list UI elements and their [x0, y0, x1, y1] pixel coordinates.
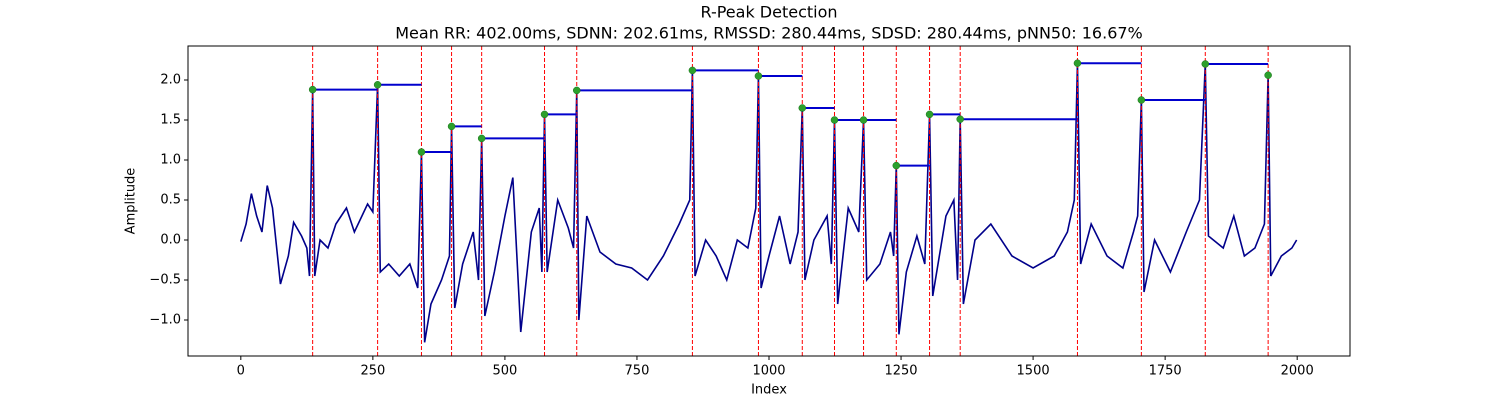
peak-point: [956, 115, 964, 123]
peak-point: [373, 81, 382, 89]
peak-point: [417, 148, 426, 156]
chart-subtitle: Mean RR: 402.00ms, SDNN: 202.61ms, RMSSD…: [395, 24, 1143, 43]
x-tick-label: 0: [237, 364, 245, 379]
plot-frame: [187, 45, 1351, 357]
peak-point: [572, 86, 581, 95]
peak-point: [1201, 60, 1210, 68]
peak-point: [754, 72, 763, 80]
x-tick-label: 500: [492, 364, 517, 379]
y-tick-label: −0.5: [149, 273, 181, 288]
peak-point: [447, 122, 456, 131]
x-axis-label: Index: [751, 383, 787, 398]
y-tick-label: 1.5: [160, 113, 181, 128]
peak-point: [925, 110, 934, 119]
chart-title: R-Peak Detection: [700, 3, 837, 22]
x-tick-label: 1750: [1149, 364, 1182, 379]
y-axis-label: Amplitude: [124, 168, 139, 235]
x-tick-label: 2000: [1281, 364, 1314, 379]
x-tick-label: 1000: [752, 364, 785, 379]
peak-point: [1264, 71, 1272, 79]
peak-point: [540, 110, 549, 119]
peak-point: [830, 116, 839, 124]
peak-point: [1073, 59, 1082, 67]
x-tick-label: 1250: [884, 364, 917, 379]
x-tick-label: 1500: [1017, 364, 1050, 379]
peak-point: [477, 134, 486, 143]
peak-point: [892, 161, 901, 170]
peak-point: [308, 85, 317, 94]
signal-line: [240, 63, 1298, 343]
x-tick-label: 750: [625, 364, 650, 379]
x-tick-label: 250: [360, 364, 385, 379]
peak-point: [798, 104, 807, 112]
peak-point: [1137, 96, 1146, 104]
peak-point: [859, 116, 868, 124]
y-tick-label: 0.5: [160, 193, 181, 208]
y-tick-label: −1.0: [149, 313, 181, 328]
peak-point: [688, 66, 697, 75]
y-tick-label: 0.0: [160, 233, 181, 248]
y-tick-label: 1.0: [160, 153, 181, 168]
y-tick-label: 2.0: [160, 73, 181, 88]
